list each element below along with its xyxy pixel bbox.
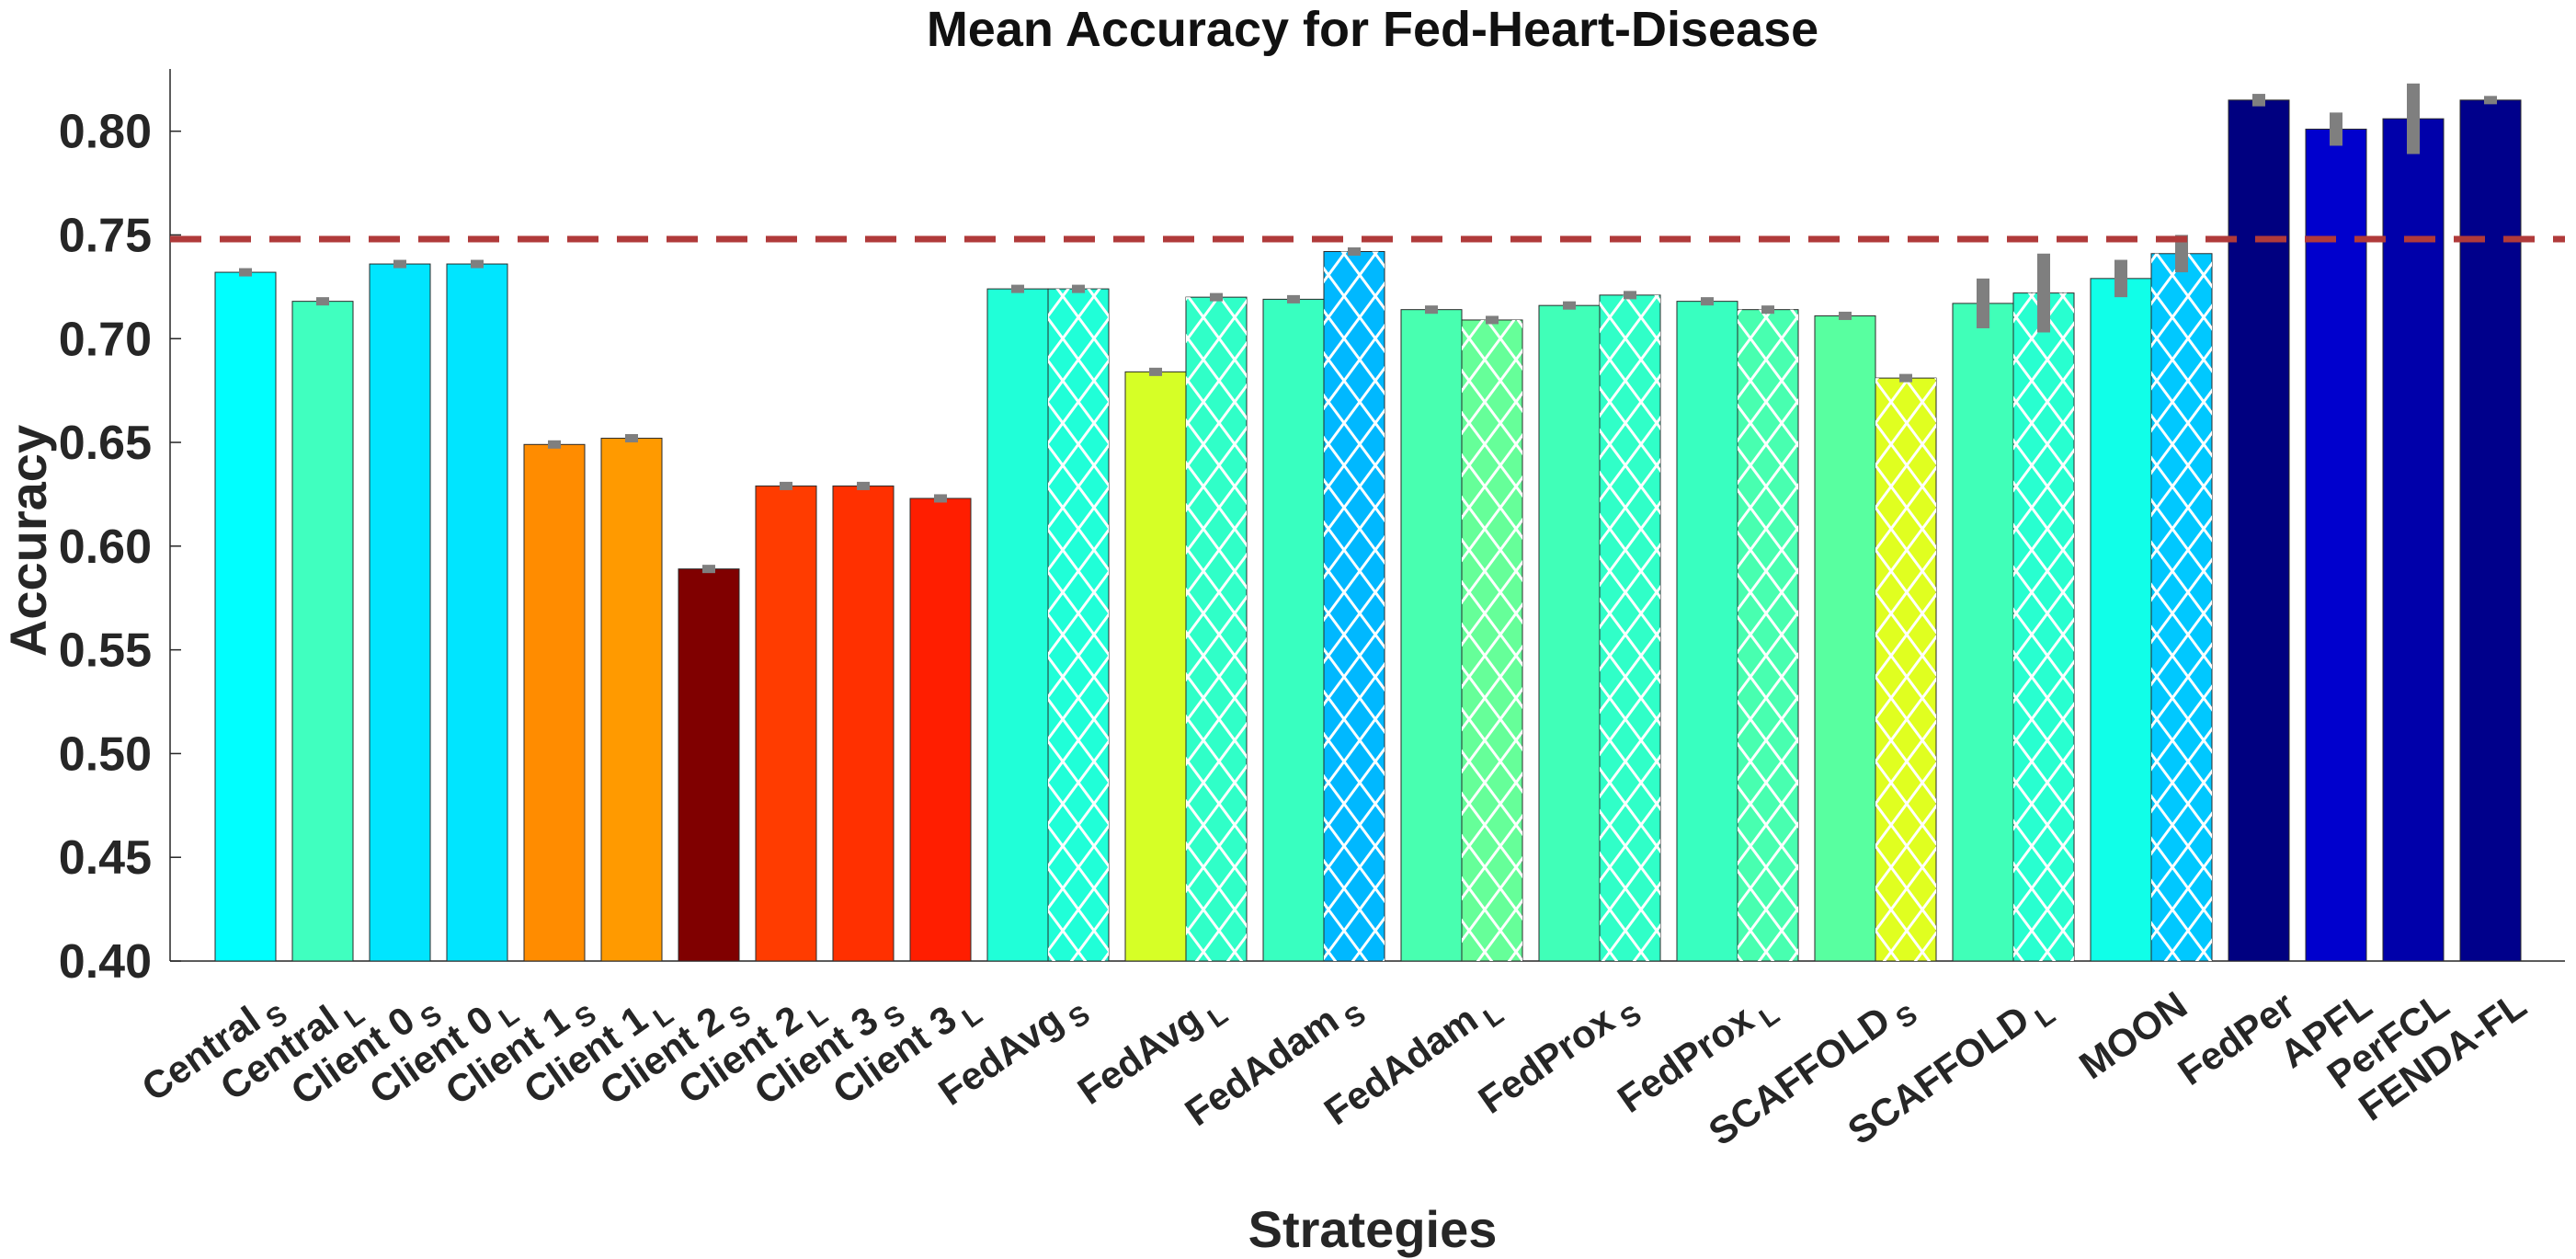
y-tick-label: 0.80 [59,106,152,159]
bar-hatch [1324,251,1385,962]
bar [1538,304,1601,962]
y-tick-label: 0.40 [59,935,152,989]
error-bar [548,440,561,449]
error-bar [1563,301,1576,310]
bar-hatch [1600,294,1660,961]
bar-hatch [1738,309,1798,961]
error-bar [471,259,484,269]
bar [2090,278,2152,962]
error-bar [1425,305,1438,315]
y-tick-label: 0.65 [59,417,152,470]
error-bar [316,297,329,306]
error-bar [1210,292,1223,302]
bar [2382,118,2445,962]
error-bar [1287,294,1300,303]
bar [986,288,1049,962]
error-bar [1486,315,1499,325]
y-tick-label: 0.75 [59,209,152,262]
bar-hatch [1048,289,1109,961]
error-bar [625,434,638,443]
error-bar [2330,112,2342,146]
error-bar [2407,83,2420,155]
x-axis-label: Strategies [1248,1200,1498,1258]
y-tick-label: 0.50 [59,727,152,781]
bar [369,263,431,962]
y-axis-label: Accuracy [0,425,57,657]
bar [523,443,586,962]
error-bar [393,259,406,269]
bar [214,271,277,962]
y-tick-label: 0.70 [59,313,152,366]
bar [909,498,972,962]
error-bar [1839,311,1852,320]
error-bar [1701,297,1714,306]
error-bar [857,481,870,490]
bar-hatch [1462,319,1522,961]
y-tick-label: 0.60 [59,521,152,574]
bar [446,263,508,962]
bar [1400,309,1463,962]
x-tick-label: FedAvgS [930,983,1095,1120]
error-bar [1348,247,1361,257]
error-bar [239,268,252,277]
error-bar [1977,278,1989,328]
bar [291,301,354,962]
error-bar [1624,291,1636,300]
bar [1124,371,1187,962]
bar [678,568,740,962]
error-bar [702,565,715,574]
bar [2305,128,2367,962]
bar [1262,298,1325,962]
x-tick-label: MOON [2071,983,2194,1087]
chart-title: Mean Accuracy for Fed-Heart-Disease [927,2,1818,57]
bar [600,438,663,962]
plot-area: 0.400.450.500.550.600.650.700.750.80Cent… [59,69,2565,1154]
bar [1676,301,1738,962]
bar [1814,315,1876,962]
y-tick-label: 0.45 [59,831,152,885]
bar-hatch [1186,297,1247,961]
bar [2459,99,2522,962]
error-bar [2484,96,2497,105]
error-bar [2252,94,2265,107]
error-bar [2037,253,2050,333]
error-bar [1011,284,1024,293]
x-tick-label: FedProxS [1471,983,1647,1128]
error-bar [2175,235,2188,273]
error-bar [1899,373,1912,383]
error-bar [1149,367,1162,376]
error-bar [1072,284,1085,293]
bar-hatch [1875,378,1936,961]
bar [2228,99,2290,962]
bar [1952,303,2014,962]
bar-hatch [2013,292,2074,961]
bar [832,485,895,962]
error-bar [934,494,947,503]
error-bar [1761,305,1774,315]
error-bar [780,481,792,490]
bar-hatch [2151,253,2212,961]
bar [755,485,817,962]
y-tick-label: 0.55 [59,624,152,678]
error-bar [2114,259,2127,298]
